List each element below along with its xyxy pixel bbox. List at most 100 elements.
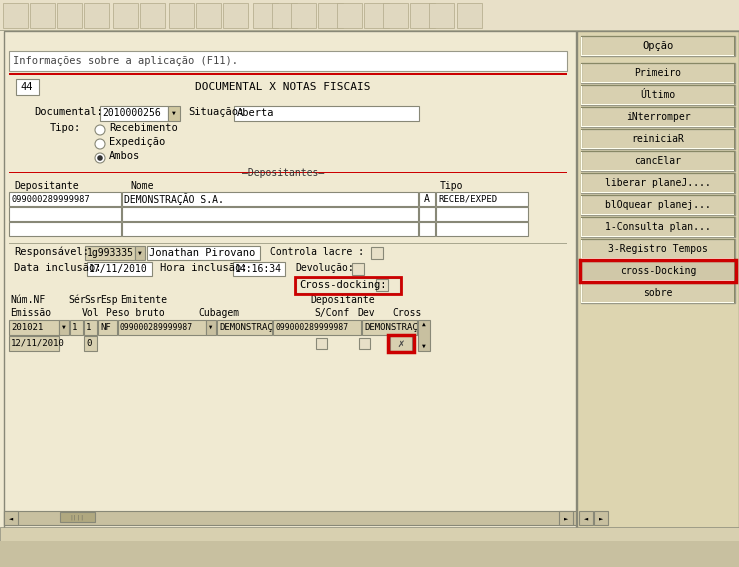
Text: S/Conf: S/Conf: [314, 308, 350, 318]
Bar: [84, 336, 97, 351]
Bar: [581, 129, 735, 130]
Text: Tipo: Tipo: [440, 181, 463, 191]
Text: Situação:: Situação:: [188, 107, 245, 117]
Bar: [217, 320, 272, 335]
Text: ◄: ◄: [584, 515, 588, 521]
Bar: [581, 129, 735, 149]
Text: blOquear planej...: blOquear planej...: [605, 200, 711, 210]
Bar: [100, 106, 168, 121]
Bar: [581, 85, 735, 86]
Bar: [734, 173, 735, 193]
Bar: [272, 3, 297, 28]
Bar: [581, 173, 582, 193]
Bar: [579, 511, 593, 525]
Bar: [581, 239, 735, 259]
Bar: [581, 104, 735, 105]
Bar: [122, 192, 418, 206]
Bar: [84, 3, 109, 28]
Circle shape: [95, 139, 105, 149]
Text: 14:16:34: 14:16:34: [235, 264, 282, 274]
Bar: [581, 283, 735, 303]
Text: Emissão: Emissão: [10, 308, 51, 318]
Circle shape: [98, 155, 103, 161]
Text: Nome: Nome: [130, 181, 154, 191]
Bar: [9, 207, 121, 221]
Text: Primeiro: Primeiro: [635, 68, 681, 78]
Bar: [429, 3, 454, 28]
Text: DEMONSTRAÇ: DEMONSTRAÇ: [364, 323, 418, 332]
Bar: [9, 73, 567, 75]
Bar: [135, 246, 145, 260]
Bar: [581, 82, 735, 83]
Bar: [581, 107, 735, 108]
Bar: [581, 192, 735, 193]
Text: 44: 44: [21, 82, 33, 92]
Bar: [147, 246, 260, 260]
Bar: [594, 511, 608, 525]
Bar: [223, 3, 248, 28]
Text: ▲: ▲: [422, 321, 426, 327]
Bar: [581, 36, 582, 56]
Bar: [581, 239, 582, 259]
Bar: [140, 3, 165, 28]
Text: 1: 1: [72, 323, 78, 332]
Text: Cross-docking:: Cross-docking:: [299, 281, 386, 290]
Text: cancElar: cancElar: [635, 156, 681, 166]
Bar: [734, 151, 735, 171]
Bar: [9, 192, 121, 206]
Bar: [3, 3, 28, 28]
Bar: [352, 263, 364, 275]
Bar: [196, 3, 221, 28]
Bar: [581, 236, 735, 237]
Bar: [70, 320, 83, 335]
Bar: [581, 170, 735, 171]
Bar: [457, 3, 482, 28]
Bar: [84, 320, 97, 335]
Text: —Depositantes—: —Depositantes—: [242, 168, 324, 178]
Text: Emitente: Emitente: [120, 295, 167, 305]
Bar: [4, 511, 576, 525]
Bar: [371, 247, 383, 259]
Text: Informações sobre a aplicação (F11).: Informações sobre a aplicação (F11).: [13, 56, 238, 66]
Text: DEMONSTRAÇÃO S.A.: DEMONSTRAÇÃO S.A.: [124, 193, 224, 205]
Text: Cross: Cross: [392, 308, 421, 318]
Text: Cubagem: Cubagem: [198, 308, 239, 318]
Text: Controla lacre :: Controla lacre :: [270, 247, 364, 257]
Bar: [581, 258, 735, 259]
Text: Documental:: Documental:: [34, 107, 103, 117]
Text: ▼: ▼: [209, 325, 213, 330]
Bar: [581, 63, 735, 83]
Text: Depositante: Depositante: [310, 295, 375, 305]
Text: ►: ►: [599, 515, 603, 521]
Bar: [16, 79, 39, 95]
Bar: [581, 107, 735, 127]
Bar: [316, 338, 327, 349]
Text: Opção: Opção: [642, 41, 674, 51]
Bar: [4, 511, 18, 525]
Text: 12/11/2010: 12/11/2010: [11, 339, 65, 348]
Bar: [581, 173, 735, 174]
Text: Responsável:: Responsável:: [14, 247, 89, 257]
Bar: [581, 283, 582, 303]
Text: 1-Consulta plan...: 1-Consulta plan...: [605, 222, 711, 232]
Bar: [291, 3, 316, 28]
Text: 1: 1: [86, 323, 92, 332]
Text: Data inclusão:: Data inclusão:: [14, 263, 101, 273]
Bar: [122, 222, 418, 236]
Text: ||||: ||||: [69, 514, 84, 520]
Bar: [581, 85, 582, 105]
Bar: [734, 195, 735, 215]
Text: reiniciaR: reiniciaR: [632, 134, 684, 144]
Bar: [581, 195, 735, 215]
Bar: [581, 151, 582, 171]
Bar: [734, 107, 735, 127]
Bar: [581, 151, 735, 152]
Bar: [734, 239, 735, 259]
Text: liberar planeJ....: liberar planeJ....: [605, 178, 711, 188]
Bar: [581, 302, 735, 303]
Text: 201021: 201021: [11, 323, 44, 332]
Bar: [581, 148, 735, 149]
Text: ▼: ▼: [62, 325, 66, 330]
Bar: [359, 338, 370, 349]
Text: Sér: Sér: [68, 295, 86, 305]
